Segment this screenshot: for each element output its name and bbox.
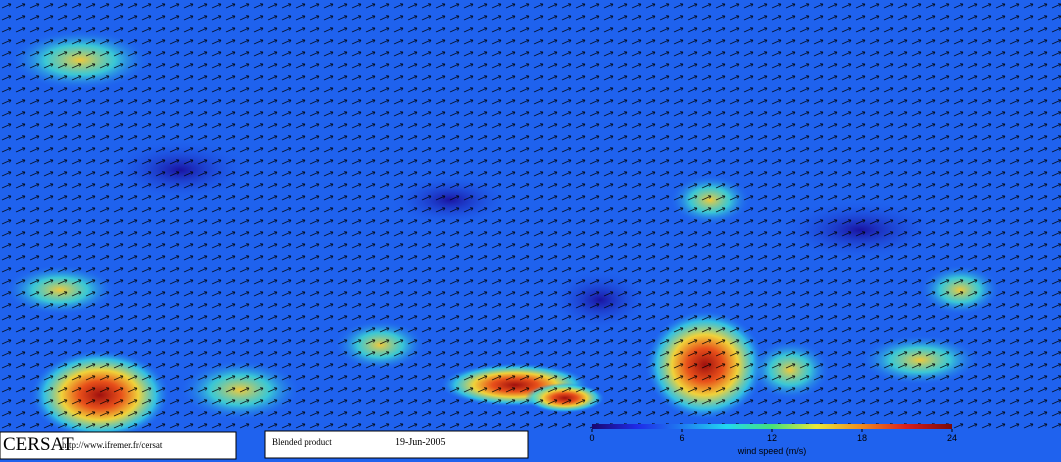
colorbar-tick-label: 24 (947, 433, 957, 443)
product-date: 19-Jun-2005 (395, 437, 446, 448)
colorbar-tick-label: 18 (857, 433, 867, 443)
product-box (264, 430, 529, 459)
wind-arrows (0, 0, 1061, 430)
logo-box (0, 431, 237, 460)
colorbar-tick-label: 12 (767, 433, 777, 443)
colorbar-label: wind speed (m/s) (737, 446, 807, 456)
product-label: Blended product (272, 437, 332, 447)
logo-name: CERSAT (3, 434, 74, 455)
colorbar-tick-label: 6 (679, 433, 684, 443)
logo-url: http://www.ifremer.fr/cersat (62, 440, 163, 450)
colorbar (592, 424, 952, 429)
colorbar-tick-label: 0 (589, 433, 594, 443)
